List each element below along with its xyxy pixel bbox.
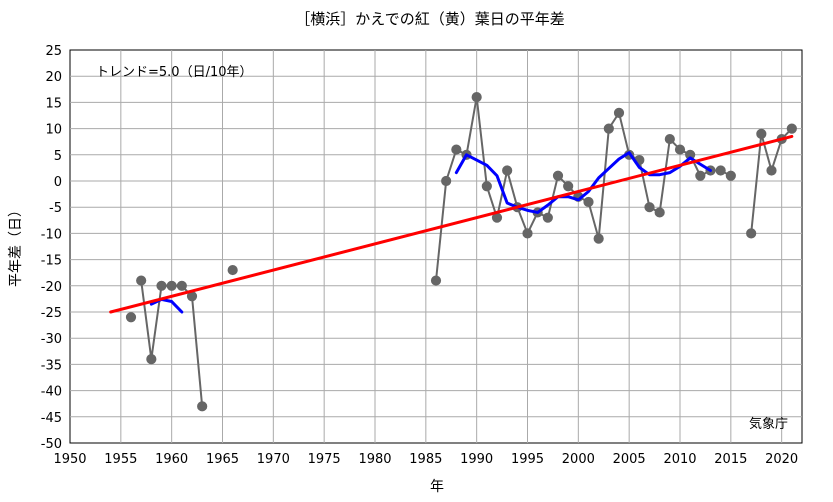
x-tick-label: 1985 (409, 452, 442, 467)
annual-point (125, 312, 137, 323)
y-tick-label: 10 (45, 123, 62, 138)
y-tick-label: -50 (41, 437, 62, 452)
annual-point (654, 207, 665, 218)
y-tick-label: -5 (49, 201, 62, 216)
annual-point (522, 228, 533, 239)
y-tick-label: -10 (41, 227, 62, 242)
x-axis-title: 年 (430, 479, 444, 495)
annual-point (563, 181, 574, 192)
annual-point (542, 212, 553, 223)
annual-point (197, 401, 208, 412)
trend-line-segment (109, 134, 794, 314)
y-tick-label: -20 (41, 280, 62, 295)
annual-point (613, 107, 625, 118)
annual-point (441, 175, 452, 187)
annual-point (664, 133, 675, 145)
y-tick-label: 25 (45, 44, 62, 59)
moving_average-line-segment (454, 151, 712, 214)
y-tick-label: -35 (41, 358, 62, 373)
annual-point (715, 165, 726, 176)
x-tick-label: 1975 (308, 452, 341, 467)
annual-point (451, 144, 462, 155)
x-tick-label: 1950 (53, 452, 86, 467)
annual-point (786, 123, 797, 134)
annual-point (746, 228, 757, 239)
annual-point (674, 144, 686, 155)
y-tick-label: -25 (41, 306, 62, 321)
annual-point (136, 275, 147, 286)
y-tick-label: -30 (41, 332, 62, 347)
annual-point (603, 123, 614, 134)
x-tick-label: 1965 (206, 452, 239, 467)
y-tick-label: -15 (41, 254, 62, 269)
annual-point (430, 275, 442, 286)
x-tick-label: 2015 (714, 452, 747, 467)
x-tick-label: 1995 (511, 452, 544, 467)
annual-point (593, 233, 604, 244)
annual-point (481, 181, 492, 192)
annual-point (725, 170, 736, 181)
annual-point (766, 165, 777, 176)
y-tick-label: 15 (45, 96, 62, 111)
annual-point (156, 280, 167, 291)
x-tick-label: 2020 (765, 452, 798, 467)
y-tick-label: 20 (45, 70, 62, 85)
x-tick-label: 1960 (155, 452, 188, 467)
y-axis-title: 平年差（日） (8, 203, 24, 287)
y-tick-label: 0 (54, 175, 62, 190)
annual-point (471, 92, 482, 103)
y-tick-label: 5 (54, 149, 62, 164)
x-tick-label: 1970 (257, 452, 290, 467)
annual-point (552, 170, 564, 181)
annual-point (502, 165, 513, 176)
x-tick-label: 2010 (663, 452, 696, 467)
x-tick-label: 2005 (613, 452, 646, 467)
annual-point (227, 264, 238, 276)
annual-point (644, 202, 655, 213)
annual-point (146, 354, 157, 365)
y-tick-label: -45 (41, 411, 62, 426)
x-tick-label: 1980 (358, 452, 391, 467)
annual-point (176, 280, 187, 291)
annual-point (695, 170, 706, 181)
trend-text: トレンド=5.0（日/10年） (96, 65, 253, 80)
chart-title: ［横浜］かえでの紅（黄）葉日の平年差 (295, 10, 565, 28)
y-tick-label: -40 (41, 385, 62, 400)
x-tick-label: 1990 (460, 452, 493, 467)
moving_average-line-segment (149, 297, 184, 314)
plot-frame (69, 49, 803, 444)
x-tick-label: 2000 (562, 452, 595, 467)
x-tick-label: 1955 (104, 452, 137, 467)
annual-point (583, 196, 594, 208)
annual-point (166, 280, 177, 291)
annual-point (756, 128, 767, 139)
source-text: 気象庁 (749, 416, 788, 432)
